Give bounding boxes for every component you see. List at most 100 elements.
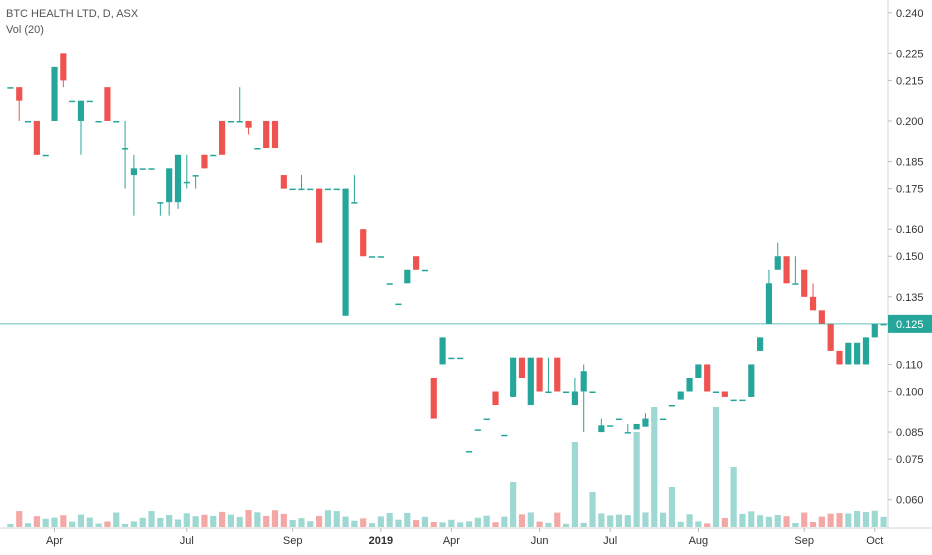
- candle-body: [139, 168, 146, 170]
- volume-bar: [854, 511, 861, 527]
- candle-body: [836, 350, 843, 365]
- candle-body: [765, 283, 773, 324]
- volume-bar: [651, 407, 658, 527]
- candle: [210, 154, 217, 157]
- volume-bar: [598, 513, 605, 527]
- candle-body: [192, 175, 199, 177]
- candle-body: [271, 120, 279, 149]
- price-tick-label: 0.150: [896, 251, 924, 263]
- candle-body: [33, 120, 40, 155]
- volume-bar: [448, 519, 455, 527]
- price-tick-label: 0.160: [896, 224, 924, 236]
- candle: [704, 364, 711, 392]
- volume-bar: [633, 432, 640, 527]
- candle: [457, 357, 464, 360]
- candle-body: [704, 364, 711, 392]
- volume-bar: [421, 516, 429, 527]
- volume-bar: [95, 523, 102, 527]
- volume-bar: [289, 520, 296, 527]
- candle: [765, 269, 773, 324]
- candle-body: [7, 87, 14, 89]
- candle-body: [219, 120, 226, 155]
- candle: [880, 323, 887, 326]
- volume-bar: [827, 513, 834, 527]
- volume-bar: [148, 511, 155, 527]
- candle: [77, 100, 85, 155]
- candle: [730, 399, 737, 402]
- last-price-label: 0.125: [896, 319, 924, 331]
- candle: [113, 120, 120, 123]
- price-tick-label: 0.085: [896, 427, 924, 439]
- candle-body: [607, 425, 614, 427]
- candle: [368, 256, 376, 258]
- volume-bar: [42, 518, 49, 527]
- volume-bar: [880, 516, 887, 527]
- volume-bar: [615, 514, 623, 527]
- candle-body: [386, 283, 393, 285]
- candle: [157, 202, 164, 216]
- candle: [809, 283, 817, 311]
- candle: [95, 120, 102, 123]
- volume-bar: [809, 522, 817, 527]
- candle: [342, 188, 349, 316]
- candle: [774, 242, 781, 270]
- volume-bar: [51, 517, 58, 527]
- volume-bar: [183, 513, 190, 527]
- candle-body: [757, 337, 764, 351]
- candle: [642, 413, 649, 427]
- candle: [33, 120, 40, 155]
- candle: [404, 269, 411, 284]
- candle: [607, 425, 614, 427]
- candles-group: [7, 53, 887, 453]
- candle: [236, 87, 243, 123]
- candle: [104, 87, 111, 121]
- price-tick-label: 0.100: [896, 387, 924, 399]
- candle: [201, 154, 208, 169]
- volume-bar: [104, 521, 111, 527]
- candle: [316, 188, 323, 243]
- candle: [465, 451, 473, 453]
- candle: [148, 168, 155, 170]
- candle-body: [571, 391, 578, 406]
- candle: [580, 364, 587, 433]
- volume-bar: [783, 516, 790, 527]
- price-tick-label: 0.185: [896, 157, 924, 169]
- volume-bar: [862, 512, 870, 527]
- candle-body: [227, 120, 234, 123]
- time-tick-label: Jul: [603, 535, 617, 547]
- candle-body: [739, 399, 746, 402]
- volume-bar: [474, 517, 481, 527]
- candle-body: [245, 120, 252, 128]
- volume-bar: [368, 523, 376, 527]
- volume-bar: [236, 516, 243, 527]
- candle: [395, 303, 402, 306]
- volume-bar: [836, 513, 843, 527]
- candle: [854, 342, 861, 365]
- candle: [757, 337, 764, 351]
- volume-bar: [174, 519, 182, 527]
- candle: [598, 418, 605, 433]
- candle: [527, 357, 534, 406]
- volume-bar: [24, 523, 32, 527]
- candle: [483, 418, 490, 421]
- candle-body: [157, 202, 164, 204]
- volume-bar: [527, 512, 534, 527]
- volume-indicator-label: Vol (20): [6, 24, 44, 36]
- price-tick-label: 0.175: [896, 184, 924, 196]
- candle-body: [465, 451, 473, 453]
- candle-body: [527, 357, 534, 406]
- volume-bar: [430, 522, 437, 527]
- volume-bar: [545, 522, 552, 527]
- candle: [871, 323, 878, 338]
- candle-body: [721, 391, 728, 397]
- candle-body: [166, 168, 173, 203]
- candle-body: [333, 188, 340, 191]
- candle: [60, 53, 67, 88]
- candle: [42, 154, 49, 157]
- volume-bar: [280, 513, 287, 527]
- candle: [298, 175, 305, 191]
- candle: [518, 357, 526, 378]
- candle: [421, 269, 429, 272]
- candle-body: [474, 429, 481, 431]
